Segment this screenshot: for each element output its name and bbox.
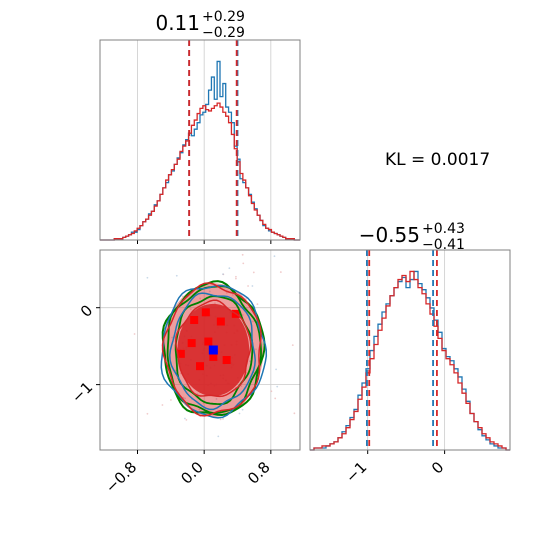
sample-point [275, 368, 277, 371]
sample-point [252, 320, 254, 323]
sample-point [248, 360, 251, 363]
contour-xtick-label: −0.8 [102, 458, 140, 496]
right-xtick-label: 0 [428, 458, 447, 477]
sample-point [146, 276, 149, 279]
density-peak-square [222, 356, 231, 364]
density-peak-square [201, 308, 210, 317]
top-histogram-blue [100, 60, 300, 241]
contour-xtick-label: 0.0 [177, 458, 207, 488]
sample-point [291, 344, 294, 347]
sample-point [189, 308, 192, 311]
contour-line-red [174, 299, 252, 398]
density-peak-square [204, 337, 213, 346]
contour-xtick-label: 0.8 [244, 458, 274, 488]
sample-point [171, 336, 174, 339]
right-panel-title-sub: −0.41 [422, 237, 465, 253]
sample-point [240, 385, 243, 388]
sample-point [215, 398, 218, 400]
contour-line-red [161, 282, 262, 417]
density-peak-square [216, 317, 225, 326]
contour-ytick-label: 0 [77, 301, 96, 320]
contour-frame [99, 249, 301, 451]
sample-point [274, 397, 277, 400]
sample-point [252, 271, 255, 274]
sample-point [241, 408, 244, 411]
density-peak-square [196, 362, 204, 371]
sample-point [241, 314, 244, 316]
sample-point [247, 285, 249, 287]
sample-point [242, 262, 245, 265]
sample-point [238, 412, 241, 415]
sample-point [194, 209, 196, 211]
right-histogram-red [310, 270, 510, 451]
right-xtick-label: −1 [342, 458, 370, 486]
sample-point [183, 417, 186, 420]
sample-point [231, 293, 234, 296]
contour-line-blue [169, 292, 256, 411]
contour-ytick-label: −1 [68, 378, 96, 406]
sample-point [202, 402, 205, 405]
right-frame [309, 249, 511, 451]
sample-point [235, 275, 237, 278]
sample-point [279, 271, 282, 273]
density-peak-square [187, 339, 196, 348]
sample-point [276, 385, 279, 388]
sample-point [185, 418, 188, 421]
sample-point [222, 273, 224, 276]
right-marginal-panel: −1 0 [309, 249, 511, 486]
top-frame [99, 39, 301, 241]
right-histogram-blue [310, 270, 510, 451]
contour-plot-area [100, 209, 351, 450]
sample-point [170, 399, 172, 401]
sample-point [225, 291, 228, 294]
top-marginal-panel [99, 39, 301, 244]
sample-point [161, 404, 164, 406]
sample-point [255, 348, 257, 351]
sample-point [251, 285, 254, 287]
top-histogram-red [100, 102, 300, 241]
right-panel-title-sup: +0.43 [422, 221, 465, 237]
sample-point [270, 390, 273, 393]
density-peak-square [209, 352, 218, 361]
sample-point [175, 274, 178, 277]
sample-point [133, 333, 136, 335]
sample-point [184, 397, 186, 400]
right-panel-title-main: −0.55 [359, 223, 420, 247]
sample-point [199, 297, 202, 300]
sample-point [198, 408, 201, 411]
sample-point [181, 295, 184, 298]
max-density-square [208, 345, 218, 355]
sample-point [235, 277, 237, 280]
sample-point [185, 385, 188, 388]
sample-point [217, 435, 220, 438]
sample-point [222, 417, 224, 420]
joint-contour-panel: −0.8 0.0 0.8 0 −1 [68, 209, 351, 497]
sample-point [214, 302, 216, 305]
sample-point [208, 290, 211, 293]
sample-point [219, 418, 222, 421]
top-panel-title-main: 0.11 [155, 11, 200, 35]
top-panel-title-sup: +0.29 [202, 9, 245, 25]
top-panel-title-sub: −0.29 [202, 25, 245, 41]
sample-point [349, 333, 351, 335]
density-peak-square [190, 316, 199, 324]
density-peak-square [176, 349, 185, 358]
sample-point [273, 255, 276, 258]
sample-point [293, 412, 296, 415]
kl-divergence-label: KL = 0.0017 [385, 150, 490, 170]
sample-point [228, 267, 231, 270]
sample-point [146, 412, 149, 415]
sample-point [241, 253, 244, 256]
sample-point [256, 303, 259, 306]
